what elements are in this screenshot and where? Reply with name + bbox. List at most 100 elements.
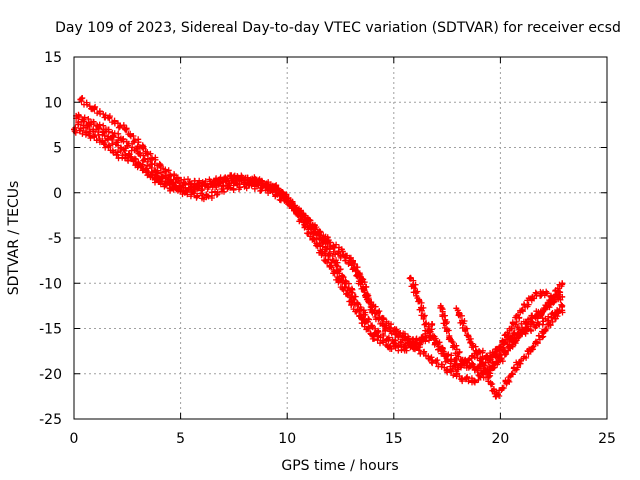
data-point <box>407 275 414 282</box>
data-point <box>333 262 340 269</box>
data-point <box>77 96 84 103</box>
data-point <box>444 357 451 364</box>
data-point <box>518 307 525 314</box>
data-point <box>318 248 325 255</box>
data-point <box>497 343 504 350</box>
data-point <box>188 187 195 194</box>
data-point <box>348 298 355 305</box>
y-tick-label: 5 <box>53 141 62 157</box>
data-point <box>395 332 402 339</box>
data-point <box>503 379 510 386</box>
data-point <box>510 339 517 346</box>
data-point <box>497 357 504 364</box>
data-point <box>373 330 380 337</box>
data-point <box>559 293 566 300</box>
grid <box>74 57 607 419</box>
data-point <box>134 149 141 156</box>
data-point <box>429 320 436 327</box>
data-point <box>134 160 141 167</box>
data-point <box>365 298 372 305</box>
data-point <box>522 325 529 332</box>
data-point <box>139 144 146 151</box>
y-tick-label: -5 <box>48 231 62 247</box>
data-point <box>152 176 159 183</box>
series-markers <box>78 95 435 354</box>
data-point <box>535 320 542 327</box>
data-point <box>117 135 124 142</box>
data-point <box>412 339 419 346</box>
data-point <box>224 185 231 192</box>
data-point <box>401 346 408 353</box>
data-point <box>454 307 461 314</box>
data-point <box>122 126 129 133</box>
data-point <box>529 293 536 300</box>
data-point <box>173 176 180 183</box>
data-point <box>290 203 297 210</box>
x-tick-label: 5 <box>176 431 185 447</box>
data-point <box>335 275 342 282</box>
data-point <box>467 339 474 346</box>
data-point <box>203 194 210 201</box>
data-point <box>493 393 500 400</box>
data-point <box>486 357 493 364</box>
data-point <box>484 368 491 375</box>
data-point <box>459 357 466 364</box>
data-point <box>166 185 173 192</box>
data-point <box>85 130 92 137</box>
y-tick-label: -15 <box>39 322 62 338</box>
data-point <box>437 302 444 309</box>
y-tick-label: 10 <box>44 95 62 111</box>
data-point <box>311 225 318 232</box>
data-point <box>360 311 367 318</box>
x-tick-label: 15 <box>385 431 403 447</box>
data-point <box>245 182 252 189</box>
data-point <box>559 280 566 287</box>
series-track-f <box>453 301 566 400</box>
data-point <box>326 239 333 246</box>
data-point <box>540 289 547 296</box>
data-point <box>433 339 440 346</box>
data-point <box>386 343 393 350</box>
data-point <box>527 348 534 355</box>
data-point <box>514 361 521 368</box>
data-points <box>71 95 566 400</box>
data-point <box>75 119 82 126</box>
data-point <box>508 325 515 332</box>
x-tick-label: 0 <box>70 431 79 447</box>
data-point <box>429 357 436 364</box>
y-axis-label: SDTVAR / TECUs <box>6 181 22 296</box>
y-tick-label: 0 <box>53 186 62 202</box>
y-tick-label: -10 <box>39 276 62 292</box>
data-point <box>90 105 97 112</box>
data-point <box>90 126 97 133</box>
x-axis-label: GPS time / hours <box>281 458 398 474</box>
data-point <box>540 330 547 337</box>
data-point <box>105 114 112 121</box>
chart-title: Day 109 of 2023, Sidereal Day-to-day VTE… <box>55 20 621 36</box>
data-point <box>164 178 171 185</box>
data-point <box>446 334 453 341</box>
data-point <box>422 320 429 327</box>
data-point <box>559 302 566 309</box>
data-point <box>105 133 112 140</box>
axis-ticks: 0 5 10 15 20 25 15 10 5 0 -5 -10 -15 -20 -25 <box>39 50 616 447</box>
x-tick-label: 20 <box>491 431 509 447</box>
data-point <box>113 151 120 158</box>
data-point <box>535 311 542 318</box>
data-point <box>525 316 532 323</box>
data-point <box>100 139 107 146</box>
data-point <box>471 377 478 384</box>
data-point <box>339 248 346 255</box>
data-point <box>209 182 216 189</box>
data-point <box>552 311 559 318</box>
data-point <box>273 185 280 192</box>
data-point <box>471 366 478 373</box>
data-point <box>369 332 376 339</box>
data-point <box>117 144 124 151</box>
data-point <box>390 339 397 346</box>
data-point <box>348 289 355 296</box>
data-point <box>152 167 159 174</box>
data-point <box>444 366 451 373</box>
data-point <box>352 266 359 273</box>
